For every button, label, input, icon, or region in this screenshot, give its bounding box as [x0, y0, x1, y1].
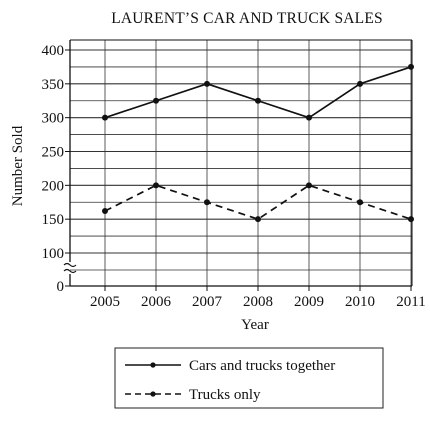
legend-swatch-solid	[125, 362, 181, 368]
y-tick-label: 200	[42, 178, 65, 194]
x-tick-label: 2009	[294, 294, 324, 310]
data-point-trucks-only	[255, 216, 261, 223]
data-point-cars-and-trucks	[408, 63, 414, 70]
data-point-trucks-only	[306, 182, 312, 189]
data-point-trucks-only	[357, 199, 363, 206]
data-point-cars-and-trucks	[102, 114, 108, 121]
series-group	[102, 63, 414, 223]
data-point-cars-and-trucks	[306, 114, 312, 121]
y-tick-label: 400	[42, 43, 65, 59]
y-axis-label: Number Sold	[10, 125, 26, 206]
y-tick-label: 100	[42, 246, 65, 262]
y-tick-label: 300	[42, 111, 65, 127]
legend-label-trucks-only: Trucks only	[189, 387, 261, 403]
data-point-trucks-only	[153, 182, 159, 189]
y-axis-ticks: 0 100 150 200 250 300 350 400	[42, 43, 70, 295]
y-tick-label: 250	[42, 145, 65, 161]
y-tick-label: 150	[42, 212, 65, 228]
x-tick-label: 2007	[192, 294, 223, 310]
chart-title: LAURENT’S CAR AND TRUCK SALES	[111, 10, 383, 27]
data-point-trucks-only	[102, 208, 108, 215]
legend: Cars and trucks together Trucks only	[114, 347, 384, 409]
legend-label-cars-and-trucks: Cars and trucks together	[189, 358, 335, 374]
data-point-cars-and-trucks	[255, 97, 261, 104]
y-tick-label: 0	[57, 279, 65, 295]
grid	[70, 40, 412, 286]
x-axis-ticks: 2005 2006 2007 2008 2009 2010 2011	[90, 286, 426, 310]
data-point-trucks-only	[408, 216, 414, 223]
y-tick-label: 350	[42, 77, 65, 93]
x-tick-label: 2010	[345, 294, 375, 310]
data-point-trucks-only	[204, 199, 210, 206]
axis-break-symbol	[63, 262, 77, 274]
legend-swatch-dashed	[125, 391, 181, 397]
legend-box	[114, 347, 384, 409]
data-point-cars-and-trucks	[204, 80, 210, 87]
x-axis-label: Year	[241, 317, 269, 333]
data-point-cars-and-trucks	[357, 80, 363, 87]
x-tick-label: 2008	[243, 294, 273, 310]
x-tick-label: 2006	[141, 294, 172, 310]
x-tick-label: 2011	[396, 294, 425, 310]
data-point-cars-and-trucks	[153, 97, 159, 104]
x-tick-label: 2005	[90, 294, 120, 310]
